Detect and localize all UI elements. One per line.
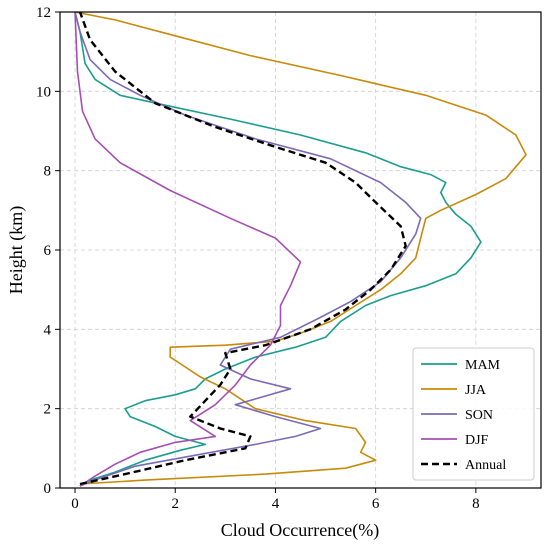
x-tick-label: 0 [71,496,79,512]
legend: MAM JJA SON DJF Annual [412,347,535,481]
x-tick-label: 2 [171,496,179,512]
y-tick-label: 10 [36,84,51,100]
x-axis-title: Cloud Occurrence(%) [221,520,379,541]
legend-box [412,347,535,481]
y-tick-label: 12 [36,5,51,21]
legend-label-mam: MAM [465,358,501,373]
series-line-djf [74,11,302,487]
legend-label-annual: Annual [465,458,506,473]
x-tick-label: 8 [472,496,480,512]
y-tick-label: 2 [44,402,52,418]
legend-label-djf: DJF [465,433,489,448]
x-tick-label: 6 [372,496,380,512]
x-tick-label: 4 [272,496,280,512]
y-axis-title: Height (km) [6,206,27,294]
y-tick-label: 4 [44,322,52,338]
series-line-jja [74,11,527,485]
ticks: 0 2 4 6 8 0 2 4 6 8 10 12 [36,5,480,512]
legend-label-son: SON [465,408,493,423]
legend-label-jja: JJA [465,383,487,398]
series-line-annual [78,11,407,486]
y-tick-label: 8 [44,164,52,180]
series-layer [74,11,527,487]
y-tick-label: 0 [44,481,52,497]
series-line-mam [74,11,482,487]
y-tick-label: 6 [44,243,52,259]
